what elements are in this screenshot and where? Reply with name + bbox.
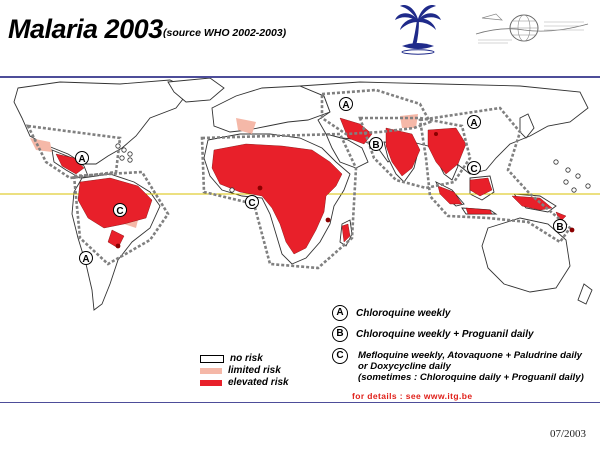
regimen-c-line-3: (sometimes : Chloroquine daily + Proguan… [358,372,584,383]
limited-risk-swatch [200,367,222,374]
svg-text:C: C [248,198,255,209]
zone-label-c-asia: C [467,161,481,175]
australia [481,217,571,293]
regimen-c-line-1: Mefloquine weekly, Atovaquone + Paludrin… [358,350,582,361]
details-link-note: for details : see www.itg.be [352,391,473,401]
svg-text:A: A [82,254,89,265]
header-rule [0,76,600,78]
regimen-b-badge: B [332,326,348,342]
greenland [167,78,225,103]
svg-text:C: C [116,206,123,217]
regimen-a-label: Chloroquine weekly [356,307,451,319]
no-risk-label: no risk [230,353,263,364]
zone-label-a-south: A [79,251,93,265]
elevated-risk-label: elevated risk [228,377,289,388]
zone-label-a-asia: A [467,115,481,129]
zone-borders [25,88,572,270]
zone-label-b-asia: B [369,137,383,151]
page-subtitle: (source WHO 2002-2003) [163,27,287,39]
elevated-risk-areas [55,117,567,255]
svg-text:B: B [556,222,563,233]
zone-border-se-asia [418,106,572,244]
svg-text:C: C [470,164,477,175]
zone-border-africa [200,132,358,270]
regimen-c-line-2: or Doxycycline daily [358,361,451,372]
japan [519,113,535,139]
svg-text:B: B [372,140,379,151]
no-risk-swatch [200,354,224,363]
zone-label-a-america: A [75,151,89,165]
globe-ship-logo-icon [475,13,589,44]
footer-rule [0,402,600,403]
limited-risk-label: limited risk [228,365,281,376]
zone-label-c-africa: C [245,195,259,209]
new-zealand [577,283,593,305]
zone-label-c-america: C [113,203,127,217]
legend-limited-risk: limited risk [200,365,281,376]
legend-elevated-risk: elevated risk [200,377,289,388]
page-title: Malaria 2003 [8,14,163,44]
zone-border-south-asia [358,116,472,190]
legend-regimen-b: B Chloroquine weekly + Proguanil daily [332,326,534,342]
svg-text:A: A [470,118,477,129]
legend-regimen-a: A Chloroquine weekly [332,305,450,321]
footer-date: 07/2003 [549,428,586,440]
zone-border-mideast [320,88,432,136]
zone-letter-labels: A C A C A B A C B [75,97,567,265]
elevated-risk-swatch [200,379,222,386]
risk-dots [115,132,575,249]
legend-regimen-c-badge-row: C [332,348,356,364]
palm-tree-logo-icon [395,5,441,55]
svg-text:A: A [78,154,85,165]
legend-no-risk: no risk [200,353,263,364]
legend-regimen-c: Mefloquine weekly, Atovaquone + Paludrin… [358,350,584,383]
regimen-c-badge: C [332,348,348,364]
svg-text:A: A [342,100,349,111]
north-america [13,79,191,165]
zone-label-b-oceania: B [553,219,567,233]
zone-border-south-america [72,170,170,266]
europe [211,85,331,133]
regimen-b-label: Chloroquine weekly + Proguanil daily [356,328,534,340]
island-dots [115,143,591,193]
zone-label-a-mideast: A [339,97,353,111]
zone-border-central-america [25,124,122,180]
regimen-a-badge: A [332,305,348,321]
world-malaria-map: A C A C A B A C B [0,78,600,311]
